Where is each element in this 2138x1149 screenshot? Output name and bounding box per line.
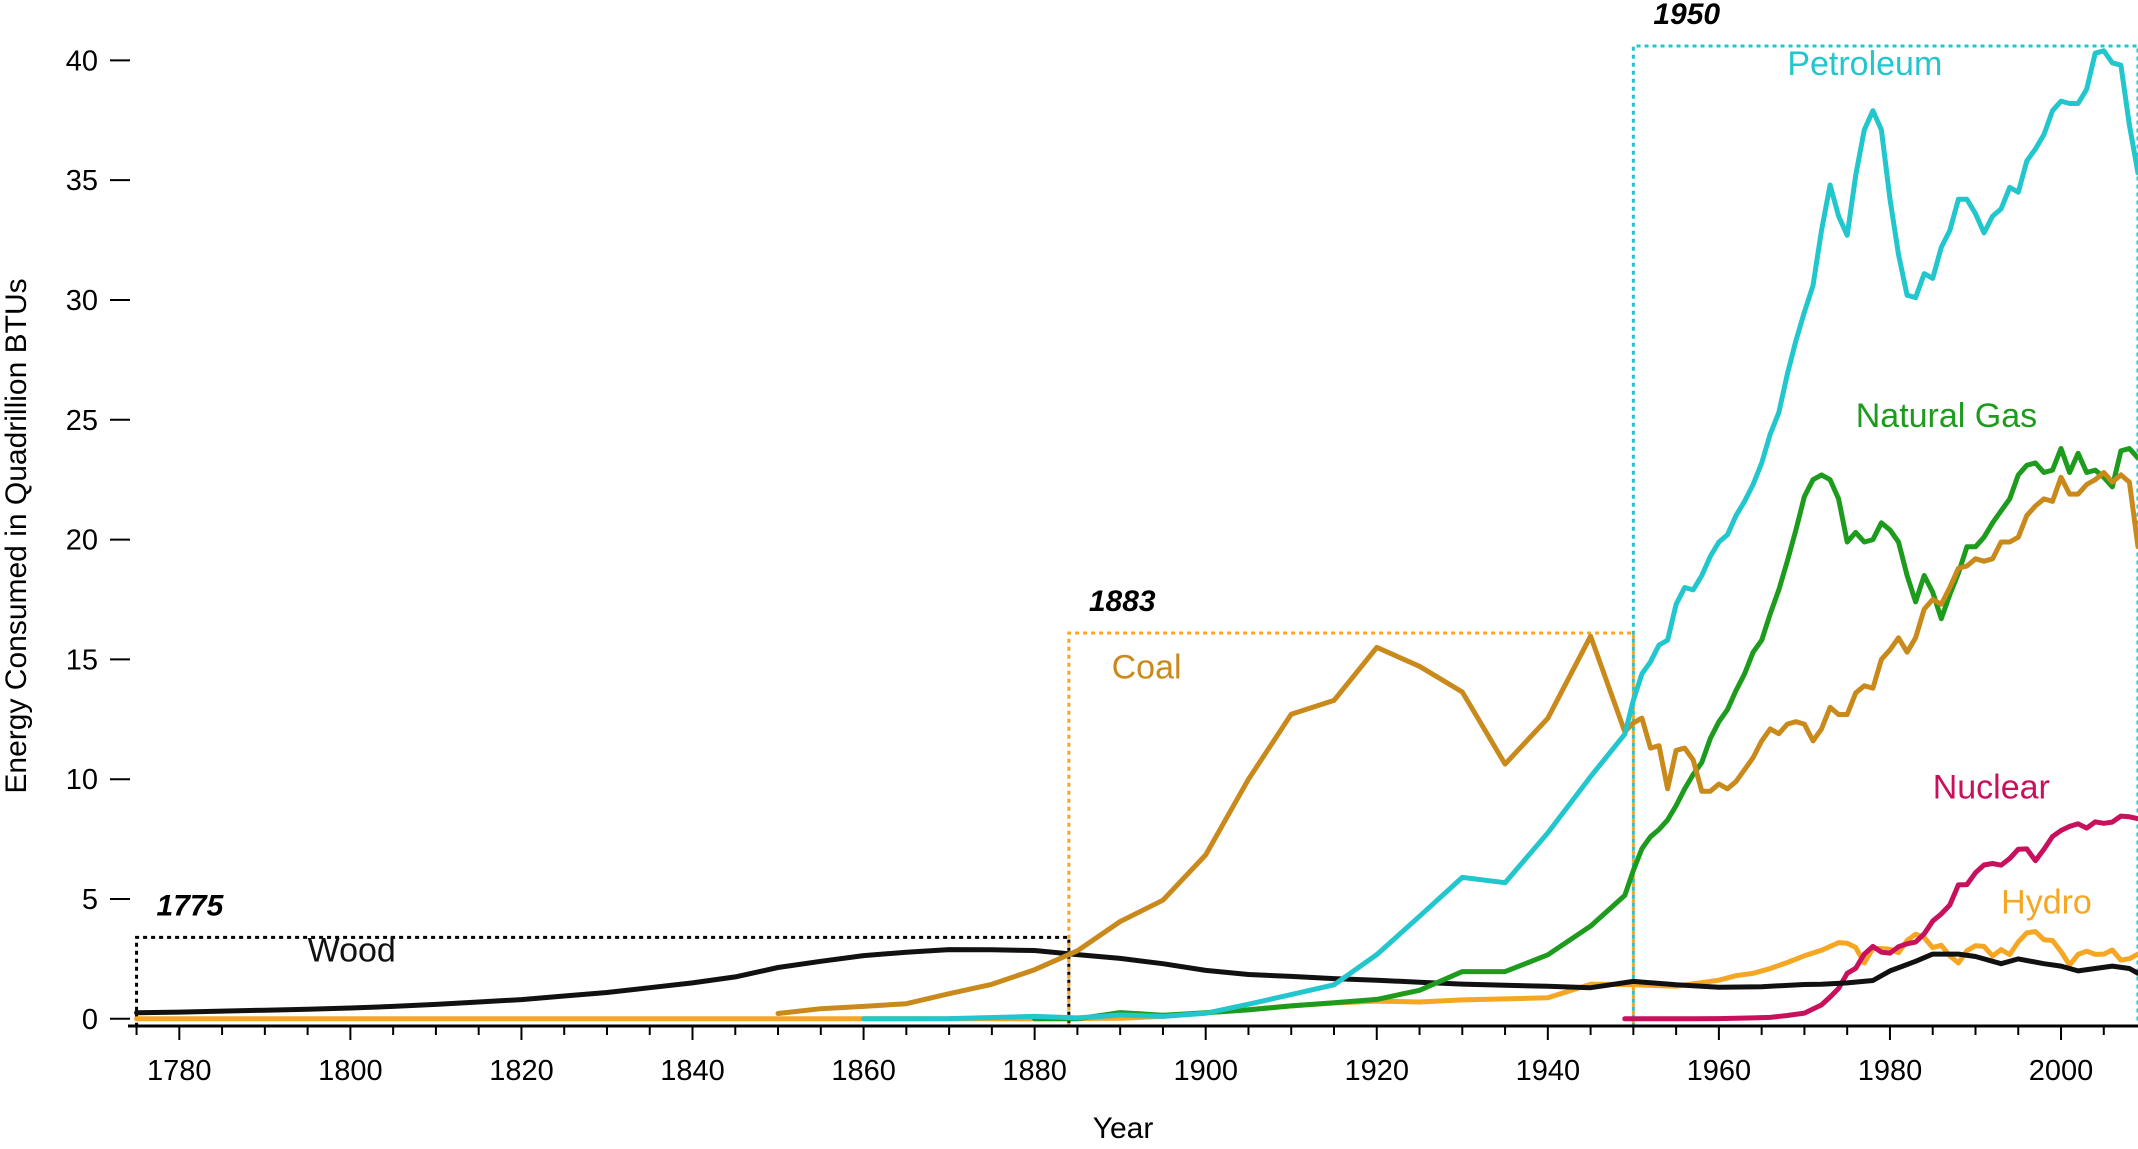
x-tick-label: 1860 xyxy=(831,1055,896,1087)
era-label-1950: 1950 xyxy=(1653,0,1720,31)
y-tick-label: 0 xyxy=(82,1004,98,1036)
era-box-1883 xyxy=(1067,631,1635,1027)
y-tick-label: 20 xyxy=(66,525,98,557)
x-axis-title: Year xyxy=(1093,1112,1154,1145)
era-label-1883: 1883 xyxy=(1089,585,1156,618)
y-tick-label: 15 xyxy=(66,644,98,676)
series-line-hydro xyxy=(134,929,2138,1022)
x-tick-label: 2000 xyxy=(2029,1055,2094,1087)
x-tick-label: 1840 xyxy=(660,1055,725,1087)
series-line-coal xyxy=(775,470,2138,1016)
y-tick-label: 35 xyxy=(66,165,98,197)
x-tick-label: 1920 xyxy=(1345,1055,1410,1087)
series-label-petroleum: Petroleum xyxy=(1787,45,1942,83)
era-box-1950 xyxy=(1631,44,2138,1027)
series-line-natural-gas xyxy=(1032,446,2138,1022)
axes: 1780 1800 1820 1840 1860 1880 1900 1920 1940 1960… xyxy=(66,45,2138,1087)
series-label-wood: Wood xyxy=(308,931,396,969)
x-tick-label: 1960 xyxy=(1687,1055,1752,1087)
series-labels: Wood Coal Petroleum Natural Gas Nuclear Hydro xyxy=(308,45,2092,970)
x-tick-label: 1780 xyxy=(147,1055,212,1087)
era-boxes xyxy=(135,44,2138,1027)
era-box-1775 xyxy=(135,935,1071,1027)
y-tick-label: 25 xyxy=(66,405,98,437)
x-tick-label: 1980 xyxy=(1858,1055,1923,1087)
era-label-1775: 1775 xyxy=(157,889,225,922)
series-label-coal: Coal xyxy=(1112,649,1182,687)
x-tick-label: 1940 xyxy=(1516,1055,1581,1087)
x-tick-label: 1880 xyxy=(1002,1055,1067,1087)
series-label-hydro: Hydro xyxy=(2001,883,2092,921)
y-axis-title: Energy Consumed in Quadrillion BTUs xyxy=(0,278,33,793)
x-tick-label: 1800 xyxy=(318,1055,383,1087)
series-lines xyxy=(134,48,2138,1022)
series-label-nuclear: Nuclear xyxy=(1933,768,2050,806)
y-tick-label: 30 xyxy=(66,285,98,317)
series-line-wood xyxy=(134,947,2138,1016)
y-tick-label: 10 xyxy=(66,764,98,796)
series-label-natural-gas: Natural Gas xyxy=(1856,397,2037,435)
series-line-petroleum xyxy=(861,48,2138,1022)
era-labels: 1775 1883 1950 xyxy=(157,0,1721,922)
x-tick-label: 1820 xyxy=(489,1055,554,1087)
y-tick-label: 40 xyxy=(66,45,98,77)
y-tick-label: 5 xyxy=(82,884,98,916)
series-line-nuclear xyxy=(1622,813,2138,1022)
x-tick-label: 1900 xyxy=(1173,1055,1238,1087)
